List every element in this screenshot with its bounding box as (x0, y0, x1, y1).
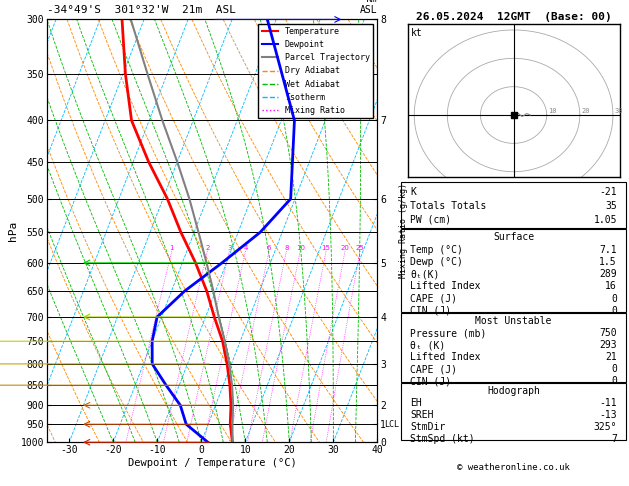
X-axis label: Dewpoint / Temperature (°C): Dewpoint / Temperature (°C) (128, 458, 297, 468)
Y-axis label: hPa: hPa (8, 221, 18, 241)
Text: -21: -21 (599, 187, 617, 197)
Text: 325°: 325° (593, 422, 617, 432)
Text: Most Unstable: Most Unstable (476, 316, 552, 326)
Bar (401, 182, 626, 228)
Text: 10: 10 (296, 245, 304, 251)
Text: 289: 289 (599, 269, 617, 279)
Text: Surface: Surface (493, 232, 534, 243)
Text: -34°49'S  301°32'W  21m  ASL: -34°49'S 301°32'W 21m ASL (47, 5, 236, 15)
Text: Mixing Ratio (g/kg): Mixing Ratio (g/kg) (399, 183, 408, 278)
Text: SREH: SREH (410, 410, 434, 420)
Text: PW (cm): PW (cm) (410, 215, 452, 225)
Text: Lifted Index: Lifted Index (410, 281, 481, 291)
Text: 10: 10 (548, 107, 557, 114)
Text: 1.05: 1.05 (593, 215, 617, 225)
Text: EH: EH (410, 398, 422, 408)
Legend: Temperature, Dewpoint, Parcel Trajectory, Dry Adiabat, Wet Adiabat, Isotherm, Mi: Temperature, Dewpoint, Parcel Trajectory… (259, 24, 373, 118)
Bar (401, 383, 626, 440)
Text: 6: 6 (267, 245, 271, 251)
Text: 0: 0 (611, 306, 617, 316)
Text: Dewp (°C): Dewp (°C) (410, 257, 463, 267)
Text: 30: 30 (615, 107, 623, 114)
Text: kt: kt (411, 28, 423, 37)
Text: StmDir: StmDir (410, 422, 445, 432)
Text: Temp (°C): Temp (°C) (410, 244, 463, 255)
Text: 16: 16 (605, 281, 617, 291)
Text: © weatheronline.co.uk: © weatheronline.co.uk (457, 463, 570, 472)
Text: 7.1: 7.1 (599, 244, 617, 255)
Text: 2: 2 (205, 245, 209, 251)
Text: -11: -11 (599, 398, 617, 408)
Text: LCL: LCL (384, 420, 399, 429)
Text: Totals Totals: Totals Totals (410, 201, 487, 211)
Text: CAPE (J): CAPE (J) (410, 294, 457, 304)
Text: 20: 20 (341, 245, 350, 251)
Text: 750: 750 (599, 328, 617, 338)
Text: -13: -13 (599, 410, 617, 420)
Text: 1: 1 (170, 245, 174, 251)
Text: CAPE (J): CAPE (J) (410, 364, 457, 374)
Text: CIN (J): CIN (J) (410, 376, 452, 386)
Text: K: K (410, 187, 416, 197)
Text: StmSpd (kt): StmSpd (kt) (410, 434, 475, 444)
Text: 0: 0 (611, 294, 617, 304)
Text: 0: 0 (611, 376, 617, 386)
Text: Hodograph: Hodograph (487, 386, 540, 396)
Text: Pressure (mb): Pressure (mb) (410, 328, 487, 338)
Text: 7: 7 (611, 434, 617, 444)
Text: 35: 35 (605, 201, 617, 211)
Text: 21: 21 (605, 352, 617, 362)
Text: 4: 4 (243, 245, 248, 251)
Text: 0: 0 (611, 364, 617, 374)
Text: 26.05.2024  12GMT  (Base: 00): 26.05.2024 12GMT (Base: 00) (416, 12, 611, 22)
Text: 1.5: 1.5 (599, 257, 617, 267)
Bar (401, 312, 626, 382)
Text: 15: 15 (321, 245, 330, 251)
Bar (401, 229, 626, 312)
Text: 25: 25 (356, 245, 364, 251)
Text: 293: 293 (599, 340, 617, 350)
Text: km
ASL: km ASL (360, 0, 377, 15)
Text: 3: 3 (227, 245, 231, 251)
Text: CIN (J): CIN (J) (410, 306, 452, 316)
Text: θₜ (K): θₜ (K) (410, 340, 445, 350)
Text: θₜ(K): θₜ(K) (410, 269, 440, 279)
Text: 20: 20 (581, 107, 590, 114)
Text: 8: 8 (284, 245, 289, 251)
Text: Lifted Index: Lifted Index (410, 352, 481, 362)
